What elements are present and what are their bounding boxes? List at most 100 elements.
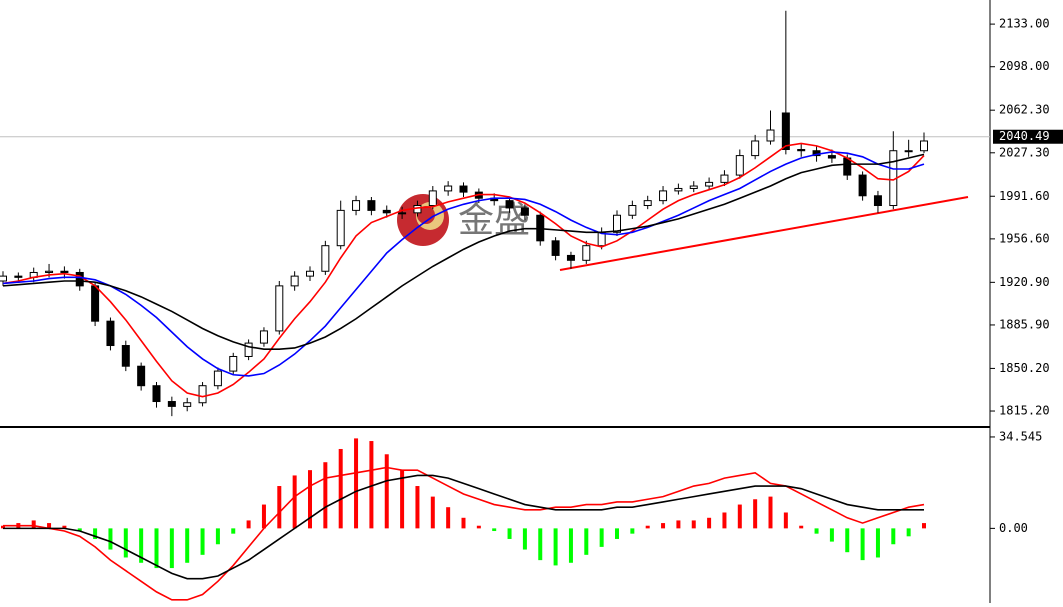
last-price-label: 2040.49	[999, 129, 1050, 143]
histogram-bar	[522, 528, 527, 550]
candle-body	[229, 355, 238, 372]
histogram-bar	[691, 520, 696, 529]
histogram-bar	[261, 504, 266, 529]
candle-body	[60, 270, 69, 273]
histogram-bar	[308, 470, 312, 529]
histogram-bar	[753, 499, 758, 529]
candle-body	[137, 365, 146, 387]
y-tick-label: 34.545	[999, 429, 1042, 443]
histogram-bar	[676, 520, 681, 529]
histogram-bar	[215, 528, 220, 545]
candle-body	[428, 190, 437, 207]
histogram-bar	[77, 528, 82, 532]
candle-body	[613, 214, 621, 233]
candle-body	[781, 112, 790, 151]
y-tick-label: 1991.60	[999, 189, 1050, 203]
histogram-bar	[661, 523, 666, 529]
candle-body	[45, 270, 54, 273]
histogram-bar	[906, 528, 911, 537]
candle-body	[873, 195, 882, 207]
candle-body	[352, 200, 361, 211]
histogram-bar	[814, 528, 819, 534]
histogram-bar	[860, 528, 865, 561]
candle-body	[382, 209, 391, 214]
candle-body	[582, 245, 591, 261]
candle-body	[152, 385, 161, 403]
candle-body	[551, 240, 560, 256]
candle-body	[183, 402, 192, 407]
histogram-bar	[768, 496, 773, 529]
candle-body	[705, 181, 714, 187]
histogram-bar	[615, 528, 619, 539]
y-tick-label: 1956.60	[999, 231, 1050, 245]
histogram-bar	[891, 528, 896, 545]
histogram-bar	[123, 528, 128, 558]
y-tick-label: 2062.30	[999, 103, 1050, 117]
histogram-bar	[446, 507, 451, 529]
histogram-bar	[62, 525, 67, 529]
histogram-bar	[430, 496, 435, 529]
candle-body	[14, 275, 23, 278]
histogram-bar	[845, 528, 850, 553]
histogram-bar	[461, 517, 466, 529]
candle-body	[566, 254, 575, 261]
moving-average	[2, 142, 925, 398]
histogram-bar	[93, 528, 98, 539]
histogram-bar	[400, 470, 405, 529]
candle-body	[444, 185, 453, 192]
candle-body	[720, 174, 729, 183]
histogram-bar	[185, 528, 190, 563]
histogram-bar	[200, 528, 205, 555]
histogram-bar	[108, 528, 113, 550]
macd-line	[3, 466, 925, 601]
histogram-bar	[47, 523, 52, 529]
y-tick-label: 0.00	[999, 521, 1028, 535]
price-panel	[0, 10, 990, 417]
candle-body	[167, 401, 176, 407]
candle-body	[336, 209, 345, 247]
candle-body	[674, 187, 683, 192]
histogram-bar	[599, 528, 604, 547]
candle-body	[505, 200, 514, 209]
histogram-bar	[338, 448, 343, 529]
histogram-bar	[277, 486, 282, 529]
histogram-bar	[783, 512, 788, 529]
histogram-bar	[707, 517, 712, 529]
candle-body	[520, 207, 529, 216]
macd-line	[3, 474, 924, 580]
histogram-bar	[875, 528, 880, 558]
candle-body	[751, 140, 760, 157]
histogram-bar	[630, 528, 635, 534]
y-tick-label: 1815.20	[999, 404, 1050, 418]
candle-body	[904, 150, 913, 153]
candle-body	[858, 174, 867, 197]
candle-body	[459, 185, 468, 193]
trendline	[559, 196, 969, 271]
histogram-bar	[369, 441, 374, 529]
candle-body	[843, 157, 852, 176]
candle-body	[413, 205, 422, 214]
histogram-bar	[538, 528, 543, 561]
macd-panel	[1, 438, 926, 601]
moving-average	[2, 151, 925, 377]
histogram-bar	[737, 504, 742, 529]
histogram-bar	[476, 525, 481, 529]
y-tick-label: 1885.90	[999, 317, 1050, 331]
candle-body	[213, 370, 222, 387]
watermark: 金盛	[458, 200, 530, 241]
candle-body	[643, 200, 652, 207]
candle-body	[259, 330, 268, 344]
candle-body	[827, 155, 836, 159]
moving-average	[2, 153, 925, 350]
histogram-bar	[154, 528, 159, 569]
candle-body	[766, 129, 775, 142]
candle-body	[75, 271, 84, 287]
histogram-bar	[384, 454, 389, 529]
histogram-bar	[292, 475, 297, 529]
price-axis: 2133.00 2098.00 2062.30 2027.30 1991.60 1956.…	[990, 17, 1063, 535]
histogram-bar	[246, 520, 251, 529]
candle-body	[321, 245, 330, 272]
candle-body	[244, 342, 253, 357]
